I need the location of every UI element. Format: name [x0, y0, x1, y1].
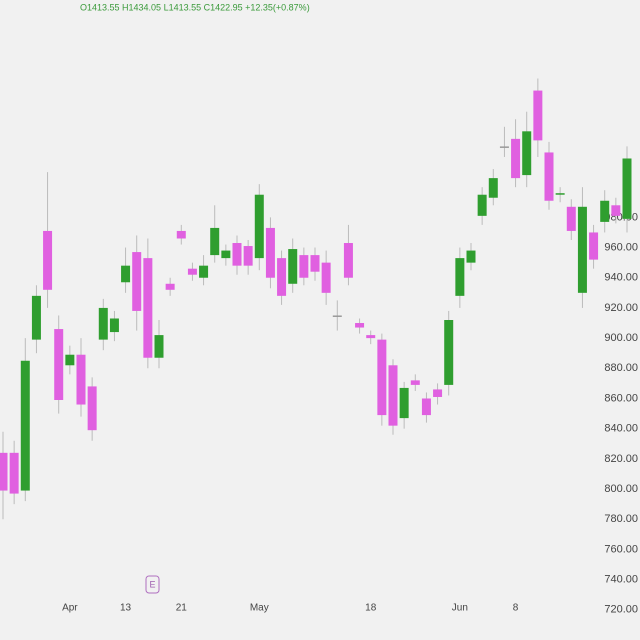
candle-body	[232, 243, 242, 266]
candle-body	[31, 295, 41, 340]
candle-body	[399, 387, 409, 419]
candle-body	[0, 452, 8, 491]
candle-body	[65, 354, 75, 366]
candle-body	[321, 262, 331, 293]
x-tick-label: 13	[120, 603, 132, 614]
candle-body	[566, 206, 576, 231]
candle-body	[288, 249, 298, 284]
candle-body	[343, 243, 353, 278]
candle-body	[165, 283, 175, 290]
x-tick-label: 21	[176, 603, 188, 614]
candle-body	[611, 205, 621, 216]
candle-body	[98, 307, 108, 340]
candle-body	[499, 146, 509, 148]
candle-body	[265, 227, 275, 278]
candle-body	[533, 90, 543, 141]
candle-body	[20, 360, 30, 491]
event-badge[interactable]	[145, 575, 160, 594]
candle-body	[410, 380, 420, 385]
candle-body	[377, 339, 387, 416]
candle-body	[254, 194, 264, 259]
x-tick-label: Jun	[452, 603, 468, 614]
candle-body	[355, 323, 365, 328]
candle-body	[76, 354, 86, 405]
candle-body	[176, 230, 186, 239]
candle-body	[154, 335, 164, 358]
candle-body	[600, 200, 610, 222]
x-tick-label: 18	[365, 603, 377, 614]
y-tick-label: 840.00	[604, 423, 638, 435]
x-tick-label: Apr	[62, 603, 78, 614]
candle-body	[488, 178, 498, 198]
candle-body	[210, 227, 220, 256]
y-tick-label: 740.00	[604, 574, 638, 586]
candle-body	[544, 152, 554, 201]
y-tick-label: 900.00	[604, 332, 638, 344]
candle-body	[43, 230, 53, 290]
candle-body	[187, 268, 197, 275]
candle-body	[466, 250, 476, 263]
x-tick-label: May	[250, 603, 269, 614]
y-tick-label: 780.00	[604, 513, 638, 525]
y-tick-label: 800.00	[604, 483, 638, 495]
candle-body	[589, 232, 599, 260]
candle-body	[132, 252, 142, 311]
candle-body	[221, 250, 231, 259]
y-tick-label: 980.00	[604, 211, 638, 223]
candle-body	[199, 265, 209, 278]
candle-body	[299, 255, 309, 278]
candle-body	[87, 386, 97, 431]
candle-body	[522, 131, 532, 176]
y-tick-label: 720.00	[604, 604, 638, 616]
candle-body	[121, 265, 131, 283]
candle-body	[477, 194, 487, 216]
candle-body	[310, 255, 320, 272]
candle-body	[444, 320, 454, 385]
y-tick-label: 920.00	[604, 302, 638, 314]
y-tick-label: 760.00	[604, 543, 638, 555]
x-tick-label: 8	[513, 603, 519, 614]
candle-body	[366, 335, 376, 339]
candle-body	[9, 452, 19, 494]
candle-body	[109, 318, 119, 333]
y-tick-label: 820.00	[604, 453, 638, 465]
candle-body	[455, 258, 465, 296]
candle-body	[277, 258, 287, 296]
y-tick-label: 860.00	[604, 392, 638, 404]
y-tick-label: 960.00	[604, 241, 638, 253]
candle-body	[143, 258, 153, 358]
candle-body	[243, 246, 253, 266]
candle-body	[433, 389, 443, 397]
ohlc-header: O1413.55 H1434.05 L1413.55 C1422.95 +12.…	[80, 2, 310, 12]
candle-body	[577, 206, 587, 293]
candle-body	[511, 138, 521, 179]
candle-body	[388, 365, 398, 426]
event-marker[interactable]: E	[149, 579, 155, 589]
y-tick-label: 940.00	[604, 272, 638, 284]
candle-body	[332, 315, 342, 317]
candle-body	[622, 158, 632, 219]
candle-body	[54, 329, 64, 400]
y-tick-label: 880.00	[604, 362, 638, 374]
candle-body	[555, 193, 565, 195]
candle-body	[421, 398, 431, 416]
